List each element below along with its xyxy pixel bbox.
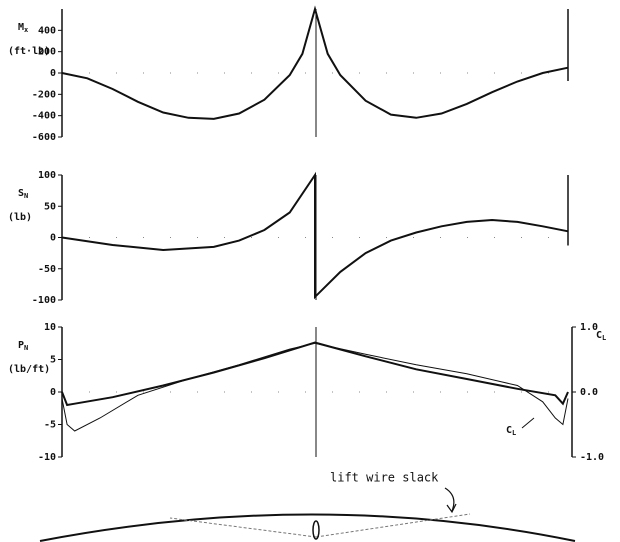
y-tick-label: -10 bbox=[38, 452, 56, 463]
y2-tick-label: 0.0 bbox=[580, 387, 598, 398]
y-axis-label-sub: N bbox=[24, 192, 28, 200]
y-axis-label: PN bbox=[18, 340, 28, 352]
y-tick-label: -50 bbox=[38, 264, 56, 275]
y-tick-label: 10 bbox=[44, 322, 56, 333]
y-axis-label: Mx bbox=[18, 22, 29, 34]
y2-axis-label: CL bbox=[596, 330, 606, 342]
y-axis-label: SN bbox=[18, 188, 28, 200]
y2-tick-label: -1.0 bbox=[580, 452, 604, 463]
series-line bbox=[61, 341, 569, 407]
y-axis-unit: (ft·lb) bbox=[8, 46, 50, 57]
y-tick-label: -100 bbox=[32, 295, 56, 306]
lift-wire bbox=[315, 513, 471, 538]
y2-axis-label-main: C bbox=[596, 330, 602, 341]
wing bbox=[39, 513, 576, 542]
curve-label-main: C bbox=[506, 425, 512, 436]
series-line bbox=[61, 171, 569, 300]
y-axis-label-main: S bbox=[18, 188, 24, 199]
y-tick-label: 400 bbox=[38, 25, 56, 36]
y2-axis-label-sub: L bbox=[602, 334, 606, 342]
arrow bbox=[444, 487, 455, 512]
y-axis-label-sub: N bbox=[24, 344, 28, 352]
y-tick-label: -5 bbox=[44, 420, 56, 431]
y-axis-label-main: P bbox=[18, 340, 24, 351]
y-tick-label: 5 bbox=[50, 355, 56, 366]
y-tick-label: 50 bbox=[44, 201, 56, 212]
lift-wire bbox=[169, 517, 317, 538]
y-axis-unit: (lb/ft) bbox=[8, 364, 50, 375]
y-tick-label: -400 bbox=[32, 111, 56, 122]
y-axis-label-sub: x bbox=[24, 26, 29, 34]
diagram-label: lift wire slack bbox=[330, 471, 439, 485]
y-tick-label: 0 bbox=[50, 68, 56, 79]
y-tick-label: -200 bbox=[32, 89, 56, 100]
curve-label-sub: L bbox=[512, 429, 516, 437]
curve-label: CL bbox=[506, 425, 516, 437]
y-axis-label-main: M bbox=[18, 22, 24, 33]
y-tick-label: 200 bbox=[38, 47, 56, 58]
y-tick-label: 0 bbox=[50, 233, 56, 244]
y-tick-label: 0 bbox=[50, 387, 56, 398]
y-axis-unit: (lb) bbox=[8, 212, 32, 223]
y2-tick-label: 1.0 bbox=[580, 322, 598, 333]
series-line bbox=[61, 5, 569, 120]
y-tick-label: 100 bbox=[38, 170, 56, 181]
leader-line bbox=[521, 417, 535, 429]
arrow-head bbox=[446, 503, 457, 514]
strut bbox=[312, 520, 320, 540]
series-line bbox=[61, 342, 569, 432]
y-tick-label: -600 bbox=[32, 132, 56, 143]
